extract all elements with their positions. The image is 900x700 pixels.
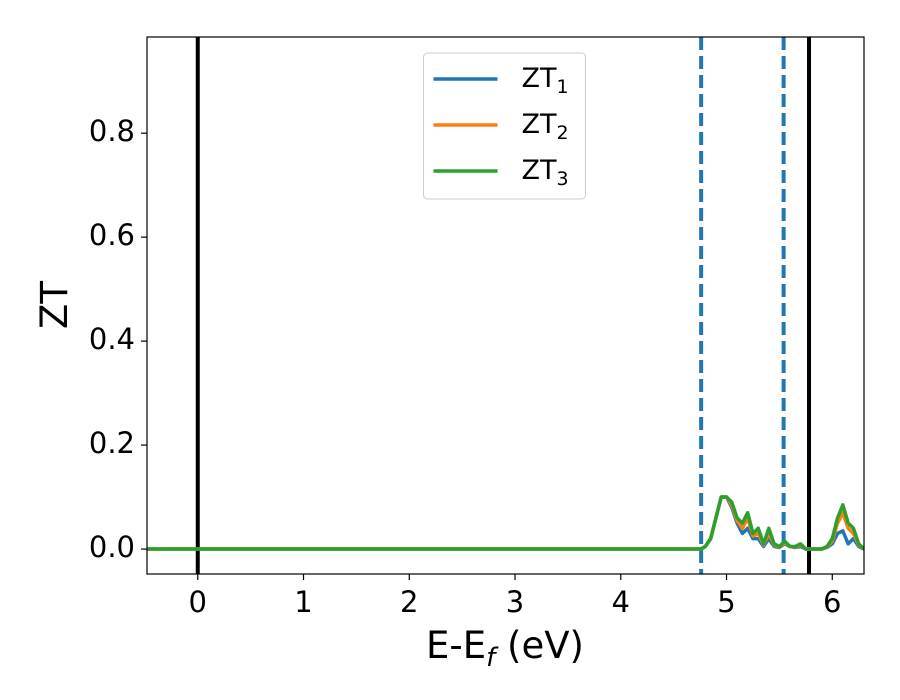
y-tick-label: 0.6: [89, 218, 135, 252]
y-tick-label: 0.4: [89, 322, 135, 356]
x-tick-label: 6: [823, 585, 841, 619]
x-tick-label: 2: [400, 585, 418, 619]
axes-frame: [146, 36, 865, 575]
x-tick-label: 3: [506, 585, 524, 619]
y-tick-label: 0.2: [89, 426, 135, 460]
legend-name: ZT: [522, 63, 557, 94]
legend-label: ZT1: [522, 63, 569, 98]
x-tick-label: 1: [294, 585, 312, 619]
plot-area: [147, 37, 864, 574]
legend-name: ZT: [522, 109, 557, 140]
series-line: [147, 495, 864, 551]
x-axis-label: E-Ef (eV): [426, 624, 584, 673]
legend-sub: 3: [557, 168, 569, 190]
x-tick-label: 5: [717, 585, 735, 619]
y-tick-label: 0.0: [89, 530, 135, 564]
x-tick-label: 0: [189, 585, 207, 619]
legend-label: ZT2: [522, 109, 569, 144]
legend-label: ZT3: [522, 155, 569, 190]
y-tick-label: 0.8: [89, 114, 135, 148]
legend-box: [423, 52, 586, 200]
legend-name: ZT: [522, 155, 557, 186]
x-tick-label: 4: [612, 585, 630, 619]
legend-sub: 2: [557, 122, 569, 144]
legend-sub: 1: [557, 76, 569, 98]
y-axis-label: ZT: [33, 281, 76, 329]
ticks: 0 1 2 3 4 5 6 0.0 0.2 0.4 0.6 0.8: [89, 114, 842, 619]
